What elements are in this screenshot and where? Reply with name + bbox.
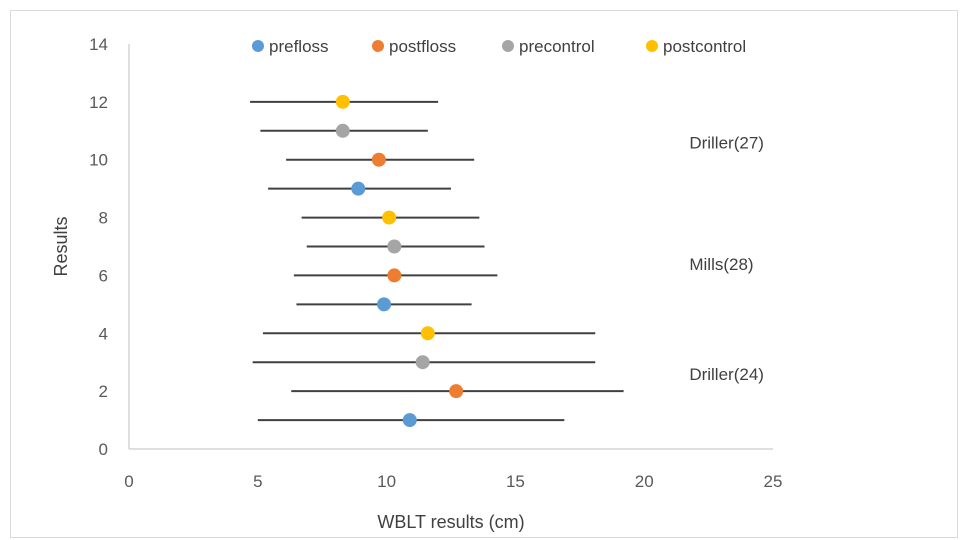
point-postfloss bbox=[387, 268, 402, 283]
legend-label-postfloss: postfloss bbox=[389, 37, 456, 56]
point-postfloss bbox=[449, 384, 464, 399]
point-postcontrol bbox=[382, 210, 397, 225]
y-tick-label: 6 bbox=[99, 266, 108, 285]
y-tick-label: 4 bbox=[99, 324, 108, 343]
legend-marker-postcontrol bbox=[646, 40, 658, 52]
legend-label-precontrol: precontrol bbox=[519, 37, 595, 56]
x-tick-labels: 0 5 10 15 20 25 bbox=[124, 472, 782, 491]
point-postcontrol bbox=[335, 94, 350, 109]
x-tick-label: 10 bbox=[377, 472, 396, 491]
y-tick-label: 0 bbox=[99, 440, 108, 459]
point-postcontrol bbox=[420, 326, 435, 341]
legend-marker-postfloss bbox=[372, 40, 384, 52]
legend-marker-precontrol bbox=[502, 40, 514, 52]
point-prefloss bbox=[377, 297, 392, 312]
x-tick-label: 15 bbox=[506, 472, 525, 491]
annotation-label: Mills(28) bbox=[689, 255, 753, 274]
y-tick-label: 12 bbox=[89, 93, 108, 112]
annotation-label: Driller(27) bbox=[689, 133, 764, 152]
x-tick-label: 5 bbox=[253, 472, 262, 491]
y-axis-title: Results bbox=[51, 216, 71, 276]
y-tick-label: 8 bbox=[99, 209, 108, 228]
x-tick-label: 20 bbox=[635, 472, 654, 491]
point-precontrol bbox=[387, 239, 402, 254]
annotations: Driller(27) Mills(28) Driller(24) bbox=[689, 133, 764, 383]
y-tick-label: 10 bbox=[89, 151, 108, 170]
point-precontrol bbox=[335, 123, 350, 138]
data-points bbox=[335, 94, 464, 428]
legend-marker-prefloss bbox=[252, 40, 264, 52]
point-precontrol bbox=[415, 355, 430, 370]
axes bbox=[128, 44, 773, 450]
point-prefloss bbox=[351, 181, 366, 196]
y-tick-label: 2 bbox=[99, 382, 108, 401]
y-tick-labels: 0 2 4 6 8 10 12 14 bbox=[89, 35, 108, 459]
y-tick-label: 14 bbox=[89, 35, 108, 54]
chart-frame bbox=[10, 10, 958, 538]
x-axis-title: WBLT results (cm) bbox=[377, 512, 524, 532]
point-prefloss bbox=[402, 413, 417, 428]
x-tick-label: 0 bbox=[124, 472, 133, 491]
legend-label-postcontrol: postcontrol bbox=[663, 37, 746, 56]
point-postfloss bbox=[371, 152, 386, 167]
annotation-label: Driller(24) bbox=[689, 365, 764, 384]
x-tick-label: 25 bbox=[764, 472, 783, 491]
legend-label-prefloss: prefloss bbox=[269, 37, 329, 56]
error-bars bbox=[250, 100, 624, 422]
legend: prefloss postfloss precontrol postcontrol bbox=[252, 37, 746, 56]
